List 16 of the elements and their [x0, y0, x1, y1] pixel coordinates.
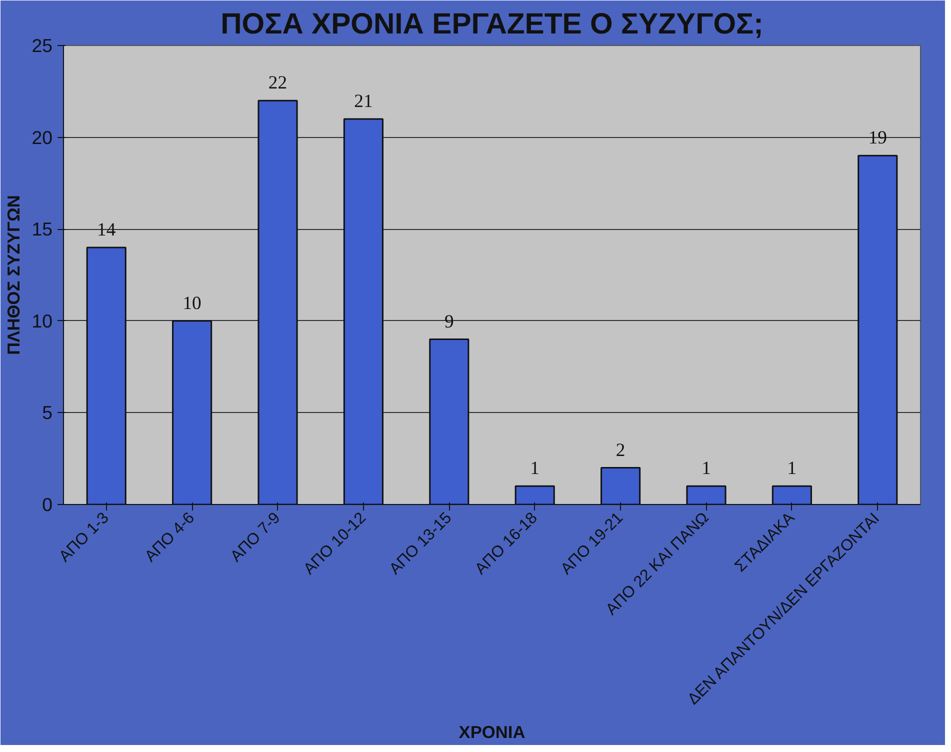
data-label: 21 [354, 90, 373, 112]
y-tick-label: 5 [42, 402, 53, 424]
data-label: 1 [787, 458, 797, 480]
data-label: 22 [268, 72, 288, 94]
y-axis-title: ΠΛΗΘΟΣ ΣΥΖΥΓΩΝ [4, 195, 24, 355]
y-tick-label: 20 [32, 126, 53, 148]
x-axis-title: ΧΡΟΝΙΑ [458, 722, 526, 742]
y-tick-label: 0 [42, 494, 53, 515]
y-tick-label: 25 [32, 35, 53, 56]
data-label: 1 [702, 458, 711, 480]
data-label: 10 [182, 292, 202, 314]
chart-title: ΠΟΣΑ ΧΡΟΝΙΑ ΕΡΓΑΖΕΤΕ Ο ΣΥΖΥΓΟΣ; [220, 8, 764, 40]
y-tick-label: 15 [32, 218, 53, 240]
data-label: 1 [530, 458, 540, 480]
y-tick-label: 10 [32, 310, 53, 332]
data-label: 2 [616, 440, 626, 461]
